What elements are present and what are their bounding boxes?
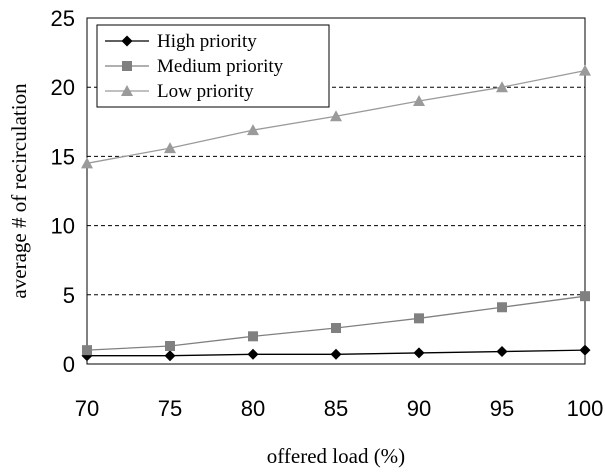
legend-marker	[122, 61, 132, 71]
legend: High priority Medium priority Low priority	[96, 24, 330, 108]
legend-label: Low priority	[157, 81, 254, 102]
data-point	[248, 331, 258, 342]
y-tick-label: 25	[51, 6, 75, 31]
data-point	[164, 350, 176, 362]
legend-marker	[121, 35, 133, 47]
data-point	[413, 95, 425, 107]
data-point	[330, 110, 342, 122]
x-tick-label: 70	[75, 396, 99, 421]
data-point	[247, 348, 259, 360]
x-tick-label: 80	[241, 396, 265, 421]
series-group	[81, 64, 591, 362]
series-low-priority	[81, 64, 591, 169]
data-point	[496, 346, 508, 358]
x-tick-label: 90	[407, 396, 431, 421]
data-point	[165, 341, 175, 352]
y-tick-label: 5	[63, 283, 75, 308]
x-axis-ticks: 70 75 80 85 90 95 100	[75, 396, 604, 421]
data-point	[580, 291, 590, 302]
x-tick-label: 95	[490, 396, 514, 421]
data-point	[164, 142, 176, 154]
data-point	[579, 64, 591, 76]
data-point	[82, 345, 92, 356]
data-point	[330, 348, 342, 360]
x-tick-label: 85	[324, 396, 348, 421]
legend-label: High priority	[157, 31, 257, 52]
legend-item-medium-priority: Medium priority	[105, 56, 284, 77]
x-tick-label: 100	[567, 396, 604, 421]
series-medium-priority	[82, 291, 590, 356]
legend-item-low-priority: Low priority	[105, 81, 254, 102]
plot-area	[86, 17, 586, 365]
y-axis-title: average # of recirculation	[7, 83, 31, 299]
y-tick-label: 20	[51, 75, 75, 100]
legend-label: Medium priority	[157, 56, 284, 77]
data-point	[497, 302, 507, 313]
data-point	[81, 157, 93, 169]
x-axis-title: offered load (%)	[267, 444, 405, 468]
y-axis-ticks: 0 5 10 15 20 25	[51, 6, 75, 377]
x-tick-label: 75	[158, 396, 182, 421]
y-tick-label: 15	[51, 144, 75, 169]
data-point	[496, 81, 508, 93]
data-point	[247, 124, 259, 136]
legend-marker	[121, 85, 133, 96]
data-point	[579, 344, 591, 356]
data-point	[413, 347, 425, 359]
y-tick-label: 0	[63, 352, 75, 377]
data-point	[414, 313, 424, 324]
data-point	[331, 323, 341, 334]
legend-item-high-priority: High priority	[105, 31, 257, 52]
series-high-priority	[81, 344, 591, 362]
y-tick-label: 10	[51, 214, 75, 239]
